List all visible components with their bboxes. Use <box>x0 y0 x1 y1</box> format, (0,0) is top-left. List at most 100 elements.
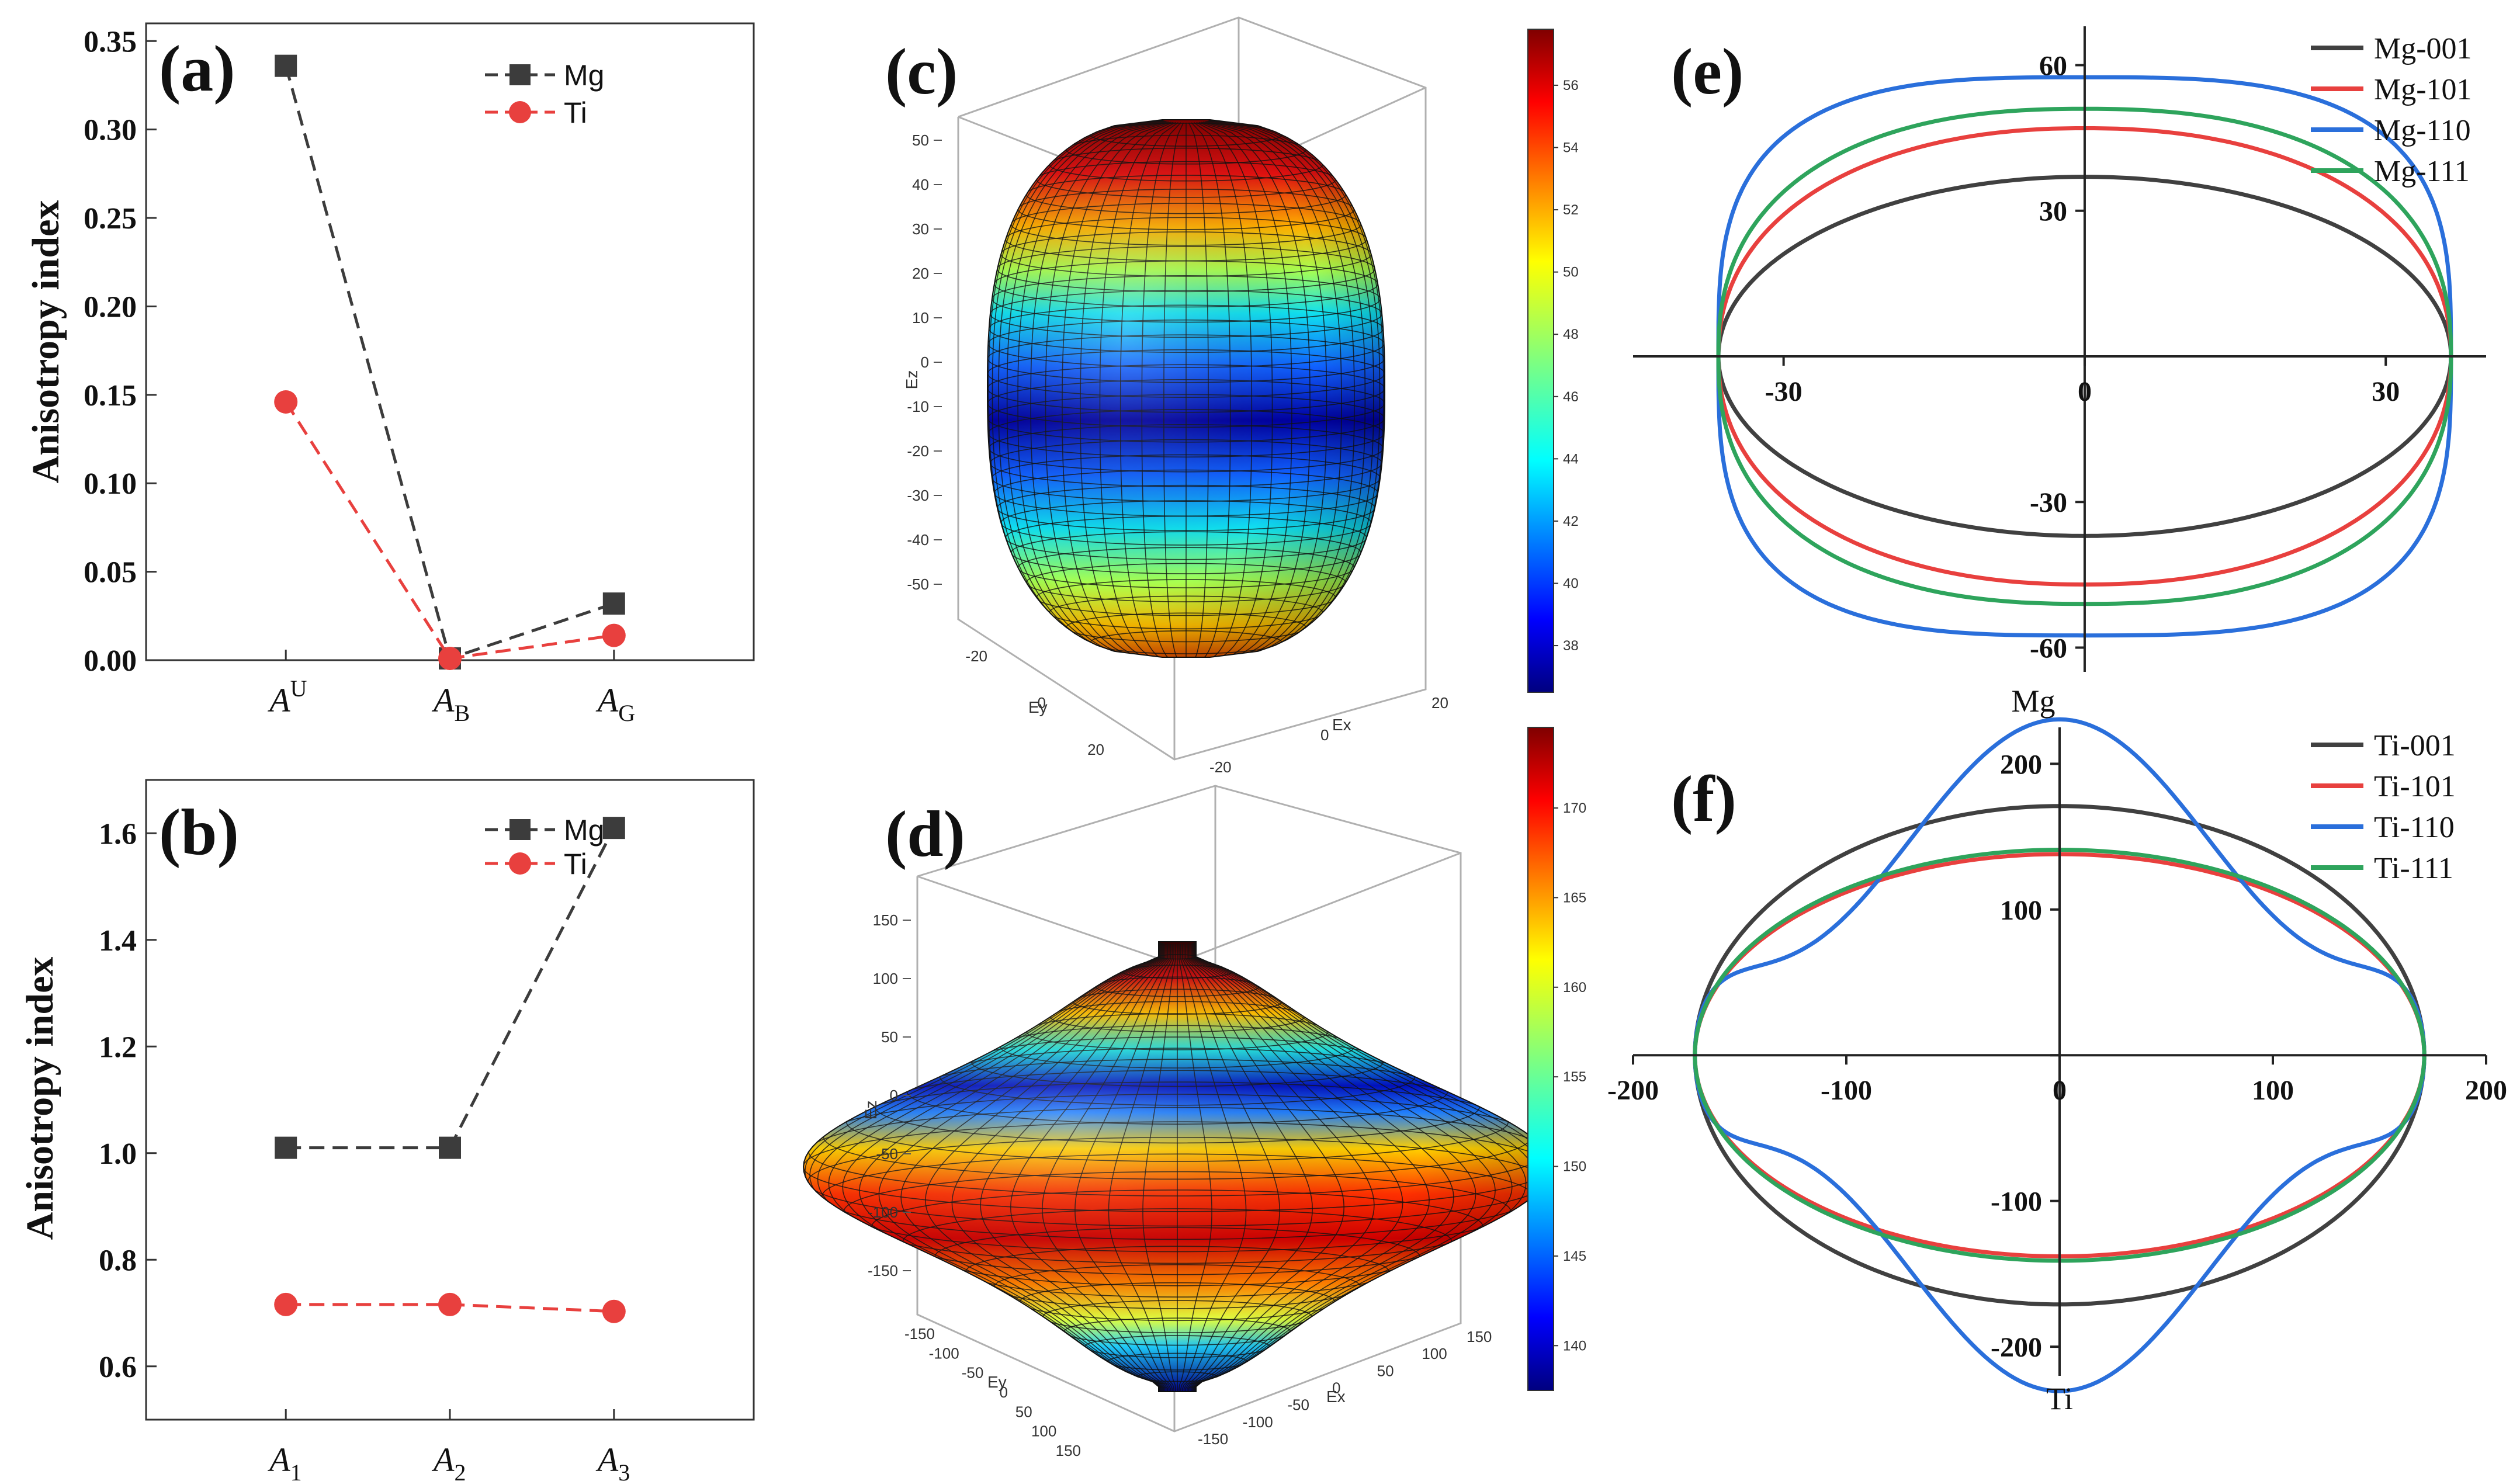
y-tick-label: -50 <box>962 1364 984 1382</box>
colorbar-tick-label: 40 <box>1563 575 1579 591</box>
y-tick-label: 0.35 <box>84 25 137 58</box>
x-tick-label: 100 <box>1422 1345 1447 1362</box>
x-tick-label: -100 <box>1243 1413 1273 1431</box>
z-tick-label: -100 <box>868 1203 898 1221</box>
z-tick-label: 100 <box>873 970 898 987</box>
legend-label-mg-111: Mg-111 <box>2374 155 2470 188</box>
series-group <box>274 54 626 670</box>
legend-label-ti-101: Ti-101 <box>2374 770 2456 803</box>
y-tick-label: 0.25 <box>84 202 137 235</box>
colorbar-ticks: 56 54 52 50 48 46 44 42 40 38 <box>1554 78 1579 654</box>
x-tick-label: -30 <box>1765 376 1803 407</box>
y-tick-label: 0.6 <box>99 1351 137 1384</box>
legend-marker-mg <box>509 64 531 85</box>
legend-label-mg-110: Mg-110 <box>2374 114 2471 147</box>
y-tick-label: 60 <box>2039 50 2067 81</box>
panel-letter: (d) <box>885 798 965 870</box>
x-tick-label: A1 <box>267 1441 301 1481</box>
axis-label-ex: Ex <box>1332 716 1351 734</box>
legend-label-ti-110: Ti-110 <box>2374 811 2455 844</box>
data-point-ti <box>274 1292 298 1316</box>
y-tick-label: 0.20 <box>84 290 137 324</box>
y-tick-label: -100 <box>929 1344 959 1362</box>
data-point-mg <box>275 1136 297 1159</box>
z-tick-label: 40 <box>912 176 929 193</box>
legend-label-mg-001: Mg-001 <box>2374 32 2472 65</box>
colorbar-tick-label: 42 <box>1563 514 1579 529</box>
panel-e-polar-chart: -30 0 30 60 30 -30 -60 Mg (e) Mg-001 Mg-101 Mg-1… <box>1633 26 2486 719</box>
x-tick-label: 100 <box>2252 1075 2294 1106</box>
x-tick-label: 0 <box>2078 376 2092 407</box>
z-axis-ticks: 150 100 50 0 -50 -100 -150 <box>868 911 911 1279</box>
surface-shading <box>803 942 1551 1392</box>
legend-label-mg-101: Mg-101 <box>2374 73 2472 106</box>
y-tick-label: 0.05 <box>84 556 137 589</box>
y-axis-label: Anisotropy index <box>19 957 61 1240</box>
panel-letter: (c) <box>885 36 958 108</box>
x-tick-label: -200 <box>1607 1075 1659 1106</box>
y-tick-label: 0.30 <box>84 114 137 147</box>
x-tick-label: -20 <box>1209 758 1232 776</box>
x-tick-label: AU <box>267 675 307 719</box>
y-axis-label: Anisotropy index <box>25 200 67 484</box>
z-axis-ticks: 50 40 30 20 10 0 -10 -20 -30 -40 -50 <box>907 131 942 593</box>
y-tick-label: -100 <box>1991 1187 2042 1218</box>
colorbar-tick-label: 50 <box>1563 265 1579 280</box>
y-tick-label: 0.15 <box>84 379 137 412</box>
x-tick-label: -100 <box>1821 1075 1872 1106</box>
axes-group: -200 -100 0 100 200 200 100 -100 -200 <box>1607 727 2507 1376</box>
data-point-ti <box>602 623 626 647</box>
y-tick-label: 200 <box>2000 749 2042 780</box>
z-tick-label: -150 <box>868 1262 898 1279</box>
y-tick-label: -150 <box>904 1325 935 1343</box>
x-tick-label: -50 <box>1287 1396 1309 1414</box>
plot-frame <box>145 779 755 1421</box>
y-tick-label: 0.10 <box>84 467 137 501</box>
axes-group: -30 0 30 60 30 -30 -60 <box>1633 26 2486 672</box>
legend-label-ti-001: Ti-001 <box>2374 729 2456 762</box>
y-tick-label: 100 <box>2000 895 2042 926</box>
axis-label-ez: Ez <box>903 370 921 390</box>
panel-letter: (f) <box>1671 763 1736 835</box>
colorbar-tick-label: 52 <box>1563 202 1579 218</box>
center-label: Ti <box>2046 1381 2073 1416</box>
z-tick-label: -30 <box>907 487 929 504</box>
z-tick-label: 50 <box>881 1028 898 1046</box>
z-tick-label: 20 <box>912 265 929 282</box>
y-axis-ticks: 0.6 0.8 1.0 1.2 1.4 1.6 <box>99 817 157 1384</box>
colorbar <box>1527 29 1554 693</box>
legend-marker-ti <box>509 852 531 875</box>
x-tick-label: 0 <box>2053 1075 2067 1106</box>
y-tick-label: 100 <box>1031 1423 1056 1440</box>
z-tick-label: 0 <box>890 1087 898 1104</box>
y-tick-label: -20 <box>965 647 987 665</box>
colorbar-tick-label: 160 <box>1563 980 1586 996</box>
z-tick-label: -40 <box>907 531 929 549</box>
plot-frame <box>145 22 755 661</box>
colorbar <box>1527 727 1554 1391</box>
x-tick-label: 30 <box>2372 376 2400 407</box>
center-label: Mg <box>2011 684 2055 719</box>
colorbar-tick-label: 38 <box>1563 638 1579 654</box>
legend-marker-mg <box>509 819 531 840</box>
data-point-ti <box>438 646 462 670</box>
z-tick-label: 150 <box>873 911 898 929</box>
z-tick-label: -20 <box>907 442 929 460</box>
legend-marker-ti <box>509 101 531 123</box>
x-tick-label: 200 <box>2465 1075 2507 1106</box>
colorbar-tick-label: 44 <box>1563 451 1579 467</box>
panel-letter: (e) <box>1671 36 1743 108</box>
z-tick-label: -10 <box>907 398 929 415</box>
x-tick-label: 0 <box>1320 726 1329 744</box>
colorbar-tick-label: 56 <box>1563 78 1579 93</box>
x-tick-label: AB <box>431 681 470 726</box>
colorbar-tick-label: 54 <box>1563 140 1579 155</box>
colorbar-tick-label: 140 <box>1563 1338 1586 1354</box>
y-tick-label: 20 <box>1087 741 1104 758</box>
legend-label-mg: Mg <box>564 59 604 92</box>
z-tick-label: -50 <box>907 575 929 593</box>
colorbar-tick-label: 150 <box>1563 1159 1586 1175</box>
legend: Mg-001 Mg-101 Mg-110 Mg-111 <box>2311 32 2472 188</box>
colorbar-tick-label: 46 <box>1563 389 1579 405</box>
